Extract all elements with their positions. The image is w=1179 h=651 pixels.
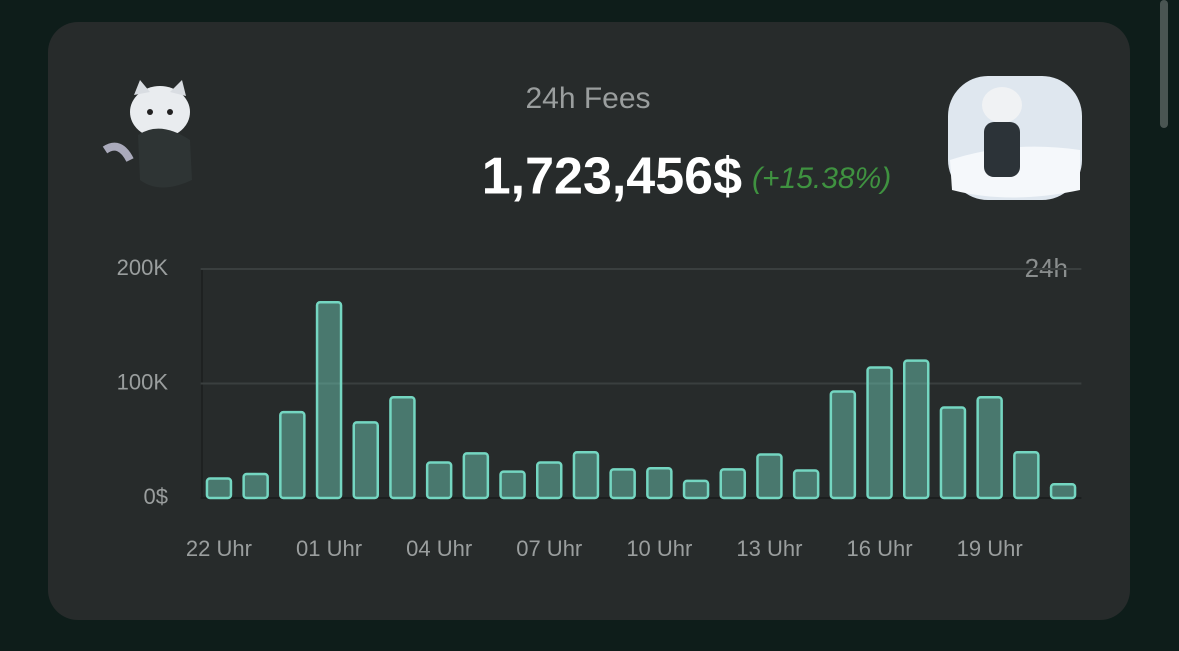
x-tick-label: 13 Uhr (736, 536, 802, 561)
x-tick-label: 01 Uhr (296, 536, 362, 561)
bar (572, 450, 600, 500)
bar (499, 470, 526, 500)
bar (939, 406, 967, 500)
bar (315, 300, 343, 500)
bar (1013, 450, 1040, 500)
bar (352, 421, 379, 500)
bar (609, 468, 636, 500)
bar (536, 461, 563, 500)
y-tick-label: 0$ (144, 484, 168, 509)
total-value: 1,723,456$ (482, 148, 742, 206)
bar (425, 461, 453, 500)
bar (242, 472, 269, 500)
change-percent: (+15.38%) (752, 162, 891, 195)
bar (682, 479, 710, 500)
scrollbar (1160, 0, 1168, 128)
y-tick-label: 100K (117, 369, 169, 394)
bar (462, 452, 490, 500)
bar (646, 466, 673, 500)
bar (829, 390, 857, 500)
x-tick-label: 07 Uhr (516, 536, 582, 561)
cat-left (102, 80, 192, 188)
bar (976, 395, 1003, 500)
x-tick-label: 04 Uhr (406, 536, 472, 561)
bar (1049, 483, 1077, 500)
x-tick-label: 16 Uhr (847, 536, 913, 561)
bar (756, 453, 783, 500)
bar (279, 410, 306, 500)
y-tick-label: 200K (117, 255, 169, 280)
bar (903, 359, 930, 500)
card (48, 22, 1130, 620)
title: 24h Fees (525, 82, 650, 115)
x-tick-label: 19 Uhr (957, 536, 1023, 561)
x-tick-label: 10 Uhr (626, 536, 692, 561)
bar (792, 469, 820, 500)
x-tick-label: 22 Uhr (186, 536, 252, 561)
bar (719, 468, 746, 500)
cat-right (948, 76, 1082, 200)
bar (866, 366, 893, 500)
bar (205, 477, 233, 500)
period-label: 24h (1025, 253, 1068, 283)
bar (389, 395, 416, 500)
